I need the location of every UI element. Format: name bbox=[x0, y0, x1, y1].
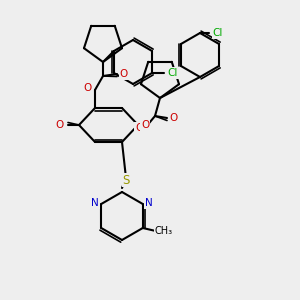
Text: Cl: Cl bbox=[168, 68, 178, 78]
Text: N: N bbox=[91, 198, 99, 208]
Text: Cl: Cl bbox=[213, 28, 223, 38]
Text: S: S bbox=[122, 173, 130, 187]
Text: CH₃: CH₃ bbox=[155, 226, 173, 236]
Text: O: O bbox=[120, 69, 128, 79]
Text: O: O bbox=[56, 120, 64, 130]
Text: O: O bbox=[135, 123, 143, 133]
Text: O: O bbox=[170, 113, 178, 123]
Text: O: O bbox=[141, 120, 149, 130]
Text: O: O bbox=[84, 83, 92, 93]
Text: N: N bbox=[145, 198, 153, 208]
